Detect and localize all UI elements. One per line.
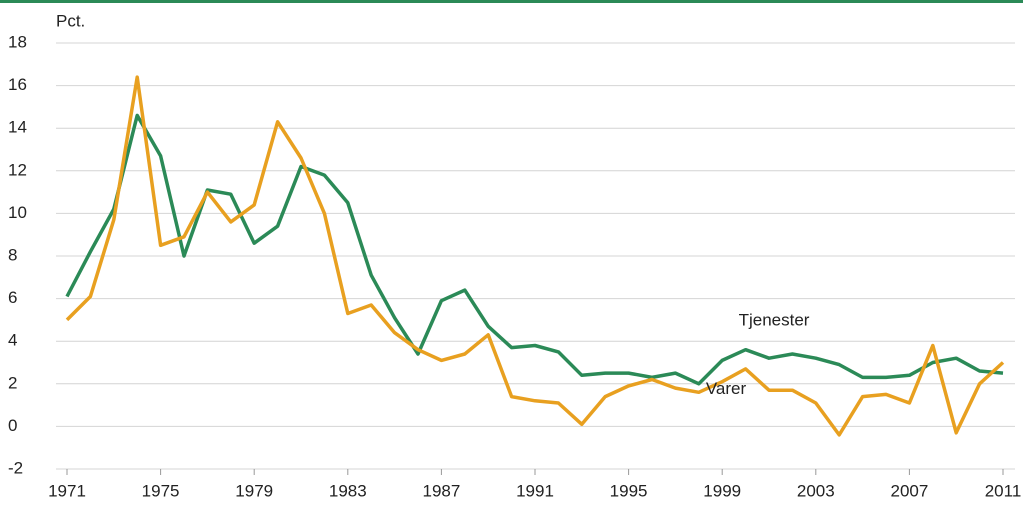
y-tick-label: 2 — [8, 373, 17, 392]
y-tick-label: 4 — [8, 331, 17, 350]
x-tick-label: 2007 — [890, 481, 928, 500]
y-axis-label: Pct. — [56, 11, 85, 30]
x-tick-label: 1999 — [703, 481, 741, 500]
x-tick-label: 1995 — [610, 481, 648, 500]
series-line — [65, 113, 1004, 386]
x-tick-label: 1971 — [48, 481, 86, 500]
x-tick-label: 2011 — [985, 481, 1022, 500]
x-tick-label: 2003 — [797, 481, 835, 500]
x-tick-label: 1987 — [422, 481, 460, 500]
y-tick-label: 12 — [8, 160, 27, 179]
series-label: Varer — [706, 379, 747, 398]
y-tick-label: 0 — [8, 416, 17, 435]
y-tick-label: 6 — [8, 288, 17, 307]
x-tick-label: 1983 — [329, 481, 367, 500]
series-label: Tjenester — [739, 311, 810, 330]
y-tick-label: 16 — [8, 75, 27, 94]
y-tick-label: 8 — [8, 245, 17, 264]
y-tick-label: -2 — [8, 458, 23, 477]
x-tick-label: 1991 — [516, 481, 554, 500]
y-tick-label: 14 — [8, 118, 27, 137]
top-rule — [0, 0, 1023, 3]
y-tick-label: 10 — [8, 203, 27, 222]
x-tick-label: 1979 — [235, 481, 273, 500]
x-tick-label: 1975 — [142, 481, 180, 500]
series-line — [65, 75, 1005, 437]
y-tick-label: 18 — [8, 32, 27, 51]
